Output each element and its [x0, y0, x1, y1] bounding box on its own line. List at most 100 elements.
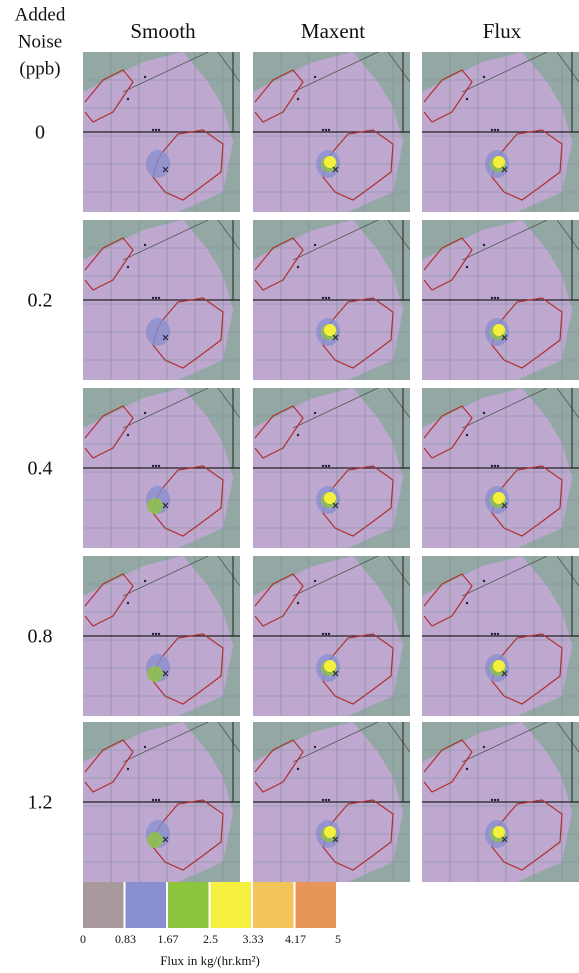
- site-dot: [494, 129, 496, 131]
- site-dot: [325, 633, 327, 635]
- colorbar-tick: 1.67: [158, 932, 179, 946]
- site-dot: [494, 297, 496, 299]
- site-dot: [297, 98, 299, 100]
- site-dot: [155, 129, 157, 131]
- column-title: Smooth: [130, 19, 196, 43]
- site-dot: [152, 129, 154, 131]
- site-dot: [328, 465, 330, 467]
- site-dot: [127, 602, 129, 604]
- colorbar-tick: 0: [80, 932, 86, 946]
- map-panel: [422, 556, 579, 716]
- site-dot: [466, 434, 468, 436]
- site-dot: [497, 297, 499, 299]
- site-dot: [466, 98, 468, 100]
- site-dot: [491, 129, 493, 131]
- site-dot: [297, 434, 299, 436]
- site-dot: [497, 129, 499, 131]
- site-dot: [144, 412, 146, 414]
- row-label: 0.4: [28, 458, 53, 480]
- site-dot: [144, 580, 146, 582]
- site-dot: [328, 799, 330, 801]
- site-dot: [328, 633, 330, 635]
- site-dot: [322, 129, 324, 131]
- site-dot: [328, 129, 330, 131]
- site-dot: [466, 266, 468, 268]
- colorbar-segment: [253, 882, 294, 928]
- site-dot: [127, 434, 129, 436]
- colorbar-tick: 0.83: [115, 932, 136, 946]
- header-line: (ppb): [19, 58, 60, 79]
- site-dot: [155, 297, 157, 299]
- site-dot: [325, 297, 327, 299]
- header-line: Noise: [18, 31, 62, 52]
- map-panel: [83, 556, 240, 716]
- flux-high: [324, 826, 336, 838]
- site-dot: [494, 633, 496, 635]
- site-dot: [314, 412, 316, 414]
- site-dot: [158, 465, 160, 467]
- flux-mid: [147, 666, 163, 682]
- colorbar-tick: 2.5: [203, 932, 218, 946]
- site-dot: [497, 633, 499, 635]
- row-label: 0.8: [28, 626, 53, 648]
- site-dot: [322, 633, 324, 635]
- site-dot: [314, 746, 316, 748]
- site-dot: [127, 266, 129, 268]
- site-dot: [158, 799, 160, 801]
- map-panel: [83, 722, 240, 882]
- site-dot: [483, 76, 485, 78]
- site-dot: [483, 244, 485, 246]
- site-dot: [325, 129, 327, 131]
- flux-high: [493, 156, 505, 168]
- site-dot: [127, 98, 129, 100]
- site-dot: [144, 746, 146, 748]
- map-panel: [253, 52, 410, 212]
- site-dot: [494, 465, 496, 467]
- map-panel: [83, 388, 240, 548]
- site-dot: [152, 633, 154, 635]
- map-panel: [83, 220, 240, 380]
- flux-high: [324, 492, 336, 504]
- site-dot: [466, 768, 468, 770]
- site-dot: [144, 244, 146, 246]
- colorbar-tick: 5: [335, 932, 341, 946]
- column-title: Flux: [483, 19, 522, 43]
- site-dot: [297, 768, 299, 770]
- site-dot: [325, 465, 327, 467]
- flux-low: [146, 150, 170, 178]
- site-dot: [152, 465, 154, 467]
- site-dot: [322, 297, 324, 299]
- flux-high: [493, 826, 505, 838]
- site-dot: [328, 297, 330, 299]
- map-panel: [422, 722, 579, 882]
- site-dot: [158, 129, 160, 131]
- page: {"header_lines": ["Added", "Noise", "(pp…: [0, 0, 579, 973]
- site-dot: [155, 465, 157, 467]
- site-dot: [144, 76, 146, 78]
- map-panel: [253, 722, 410, 882]
- site-dot: [322, 465, 324, 467]
- colorbar-segment: [168, 882, 209, 928]
- site-dot: [158, 297, 160, 299]
- flux-low: [146, 318, 170, 346]
- flux-high: [324, 660, 336, 672]
- site-dot: [497, 799, 499, 801]
- colorbar-segment: [296, 882, 337, 928]
- header-line: Added: [15, 4, 66, 25]
- row-label: 0.2: [28, 290, 53, 312]
- site-dot: [314, 580, 316, 582]
- site-dot: [497, 465, 499, 467]
- row-label: 1.2: [28, 792, 53, 814]
- row-label: 0: [35, 122, 45, 144]
- flux-mid: [147, 498, 163, 514]
- colorbar-tick: 4.17: [285, 932, 306, 946]
- map-panel: [422, 220, 579, 380]
- colorbar-segment: [126, 882, 167, 928]
- site-dot: [325, 799, 327, 801]
- site-dot: [127, 768, 129, 770]
- map-panel: [253, 556, 410, 716]
- site-dot: [314, 244, 316, 246]
- colorbar-segment: [83, 882, 124, 928]
- map-panel: [253, 388, 410, 548]
- site-dot: [483, 580, 485, 582]
